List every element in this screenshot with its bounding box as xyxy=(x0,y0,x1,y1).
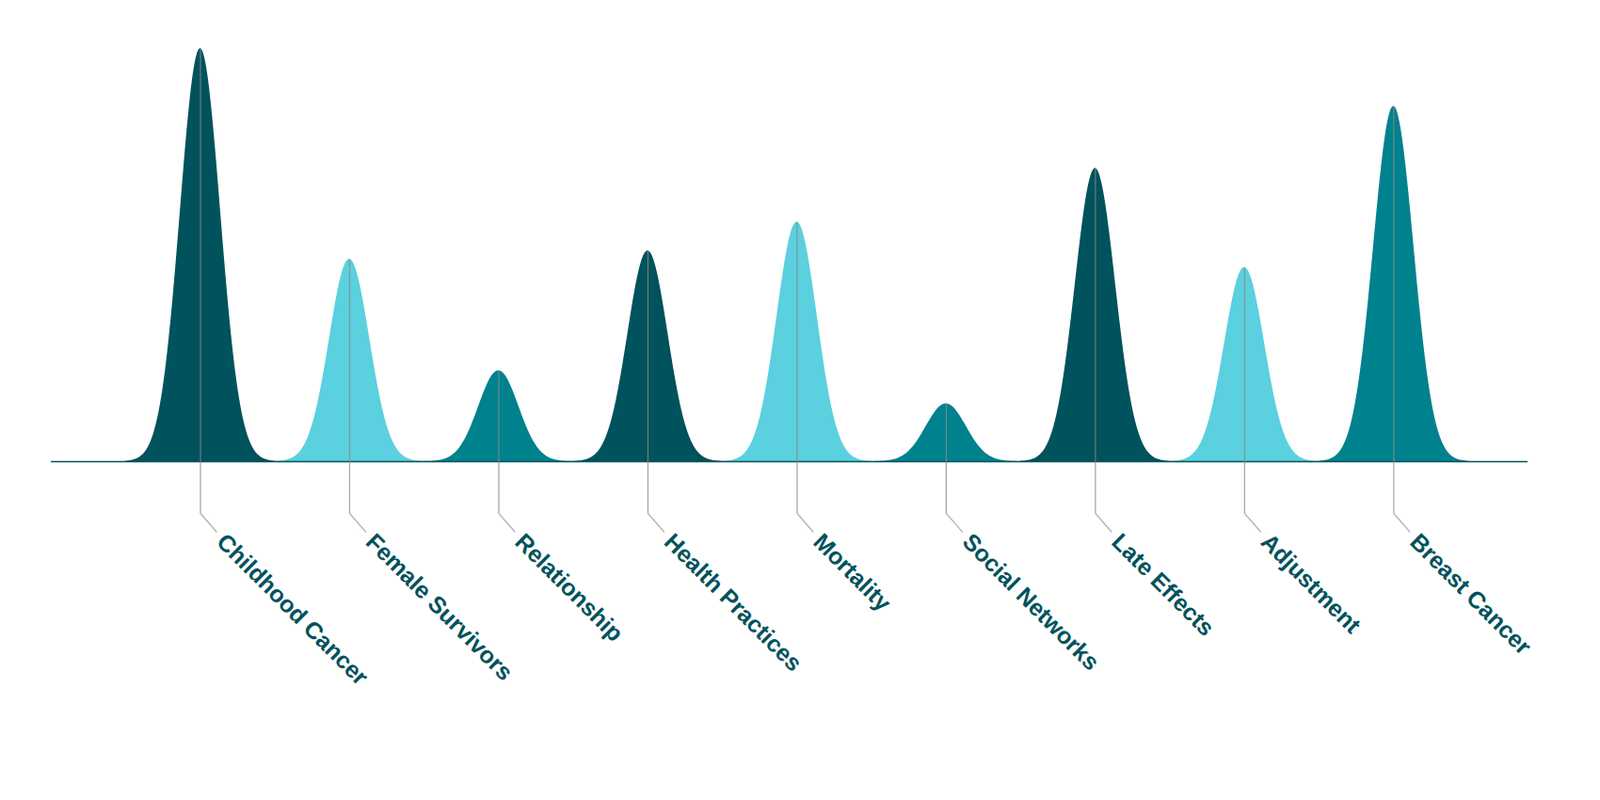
svg-text:Adjustment: Adjustment xyxy=(1256,528,1368,640)
svg-text:Late Effects: Late Effects xyxy=(1106,528,1220,641)
svg-text:Social Networks: Social Networks xyxy=(958,528,1105,675)
svg-text:Mortality: Mortality xyxy=(808,528,897,617)
svg-text:Breast Cancer: Breast Cancer xyxy=(1405,528,1537,660)
svg-text:Childhood Cancer: Childhood Cancer xyxy=(211,528,374,690)
svg-text:Relationship: Relationship xyxy=(510,528,629,647)
svg-text:Health Practices: Health Practices xyxy=(659,528,808,676)
svg-text:Female Survivors: Female Survivors xyxy=(361,528,519,686)
